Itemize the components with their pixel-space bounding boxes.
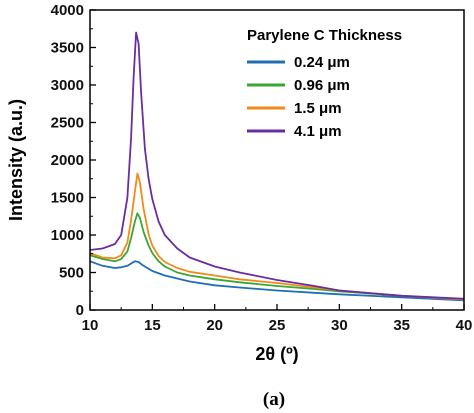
x-tick-label: 20 [206, 317, 223, 334]
y-tick-label: 3500 [51, 40, 84, 57]
series-line-2 [89, 172, 465, 301]
legend-label-3: 4.1 μm [294, 123, 342, 140]
y-tick-label: 3000 [51, 77, 84, 94]
series-line-3 [89, 31, 465, 300]
x-tick-label: 40 [456, 317, 473, 334]
legend: Parylene C Thickness 0.24 μm 0.96 μm 1.5 μ… [247, 27, 402, 140]
x-tick-label: 25 [269, 317, 286, 334]
y-tick-label: 1500 [51, 190, 84, 207]
series-layer [89, 31, 465, 302]
y-tick-label: 2500 [51, 115, 84, 132]
y-tick-label: 500 [59, 265, 84, 282]
x-tick-label: 35 [393, 317, 410, 334]
x-tick-label: 15 [144, 317, 161, 334]
legend-label-0: 0.24 μm [294, 54, 350, 71]
y-tick-label: 2000 [51, 152, 84, 169]
legend-label-2: 1.5 μm [294, 100, 342, 117]
series-line-1 [89, 212, 465, 301]
y-tick-label: 4000 [51, 2, 84, 19]
y-tick-label: 1000 [51, 227, 84, 244]
y-axis-ticks: 0 500 1000 1500 2000 2500 3000 3500 4000 [51, 2, 96, 319]
legend-label-1: 0.96 μm [294, 77, 350, 94]
series-line-0 [89, 260, 465, 302]
x-axis-ticks: 10 15 20 25 30 35 40 [82, 304, 473, 334]
legend-title: Parylene C Thickness [247, 27, 402, 44]
panel-label: (a) [263, 389, 285, 410]
x-axis-title: 2θ (º) [255, 344, 298, 364]
x-tick-label: 30 [331, 317, 348, 334]
x-tick-label: 10 [82, 317, 99, 334]
y-tick-label: 0 [76, 302, 84, 319]
y-axis-title: Intensity (a.u.) [6, 99, 26, 221]
